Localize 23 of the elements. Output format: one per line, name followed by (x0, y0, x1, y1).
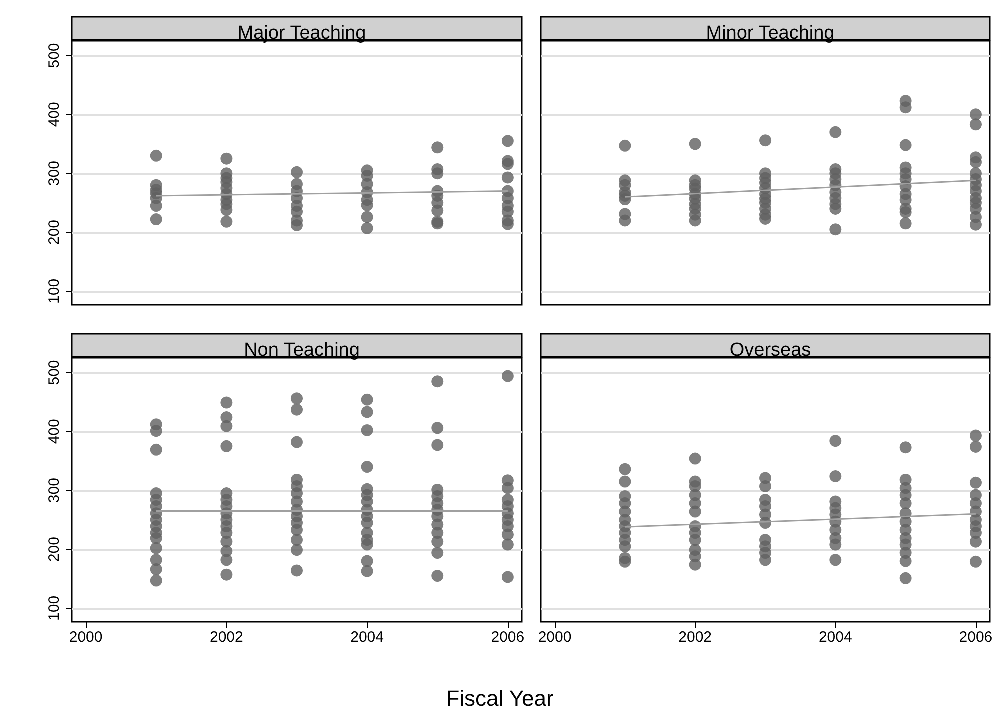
x-tick-label: 2004 (818, 629, 852, 646)
y-tick-label: 500 (46, 360, 63, 386)
chart-title: Major Teaching (238, 23, 366, 44)
x-axis-title: Fiscal Year (445, 686, 555, 712)
x-tick-label: 2000 (69, 629, 103, 646)
x-tick-label: 2006 (959, 629, 993, 646)
y-tick-label: 500 (46, 43, 63, 68)
x-tick-label: 2006 (491, 629, 525, 646)
chart-title: Non Teaching (244, 340, 360, 361)
y-tick-label: 100 (46, 278, 63, 304)
y-tick-label: 200 (46, 537, 63, 562)
y-tick-label: 100 (46, 596, 63, 621)
x-tick-label: 2000 (538, 629, 572, 646)
x-tick-label: 2004 (350, 629, 384, 646)
chart-title: Minor Teaching (706, 23, 835, 44)
y-tick-label: 400 (46, 419, 63, 444)
y-tick-label: 400 (46, 102, 63, 128)
y-tick-label: 300 (46, 478, 63, 504)
chart-title: Overseas (730, 340, 812, 361)
y-tick-label: 300 (46, 161, 63, 186)
x-tick-label: 2002 (210, 629, 244, 646)
y-tick-label: 200 (46, 220, 63, 246)
x-tick-label: 2002 (678, 629, 712, 646)
